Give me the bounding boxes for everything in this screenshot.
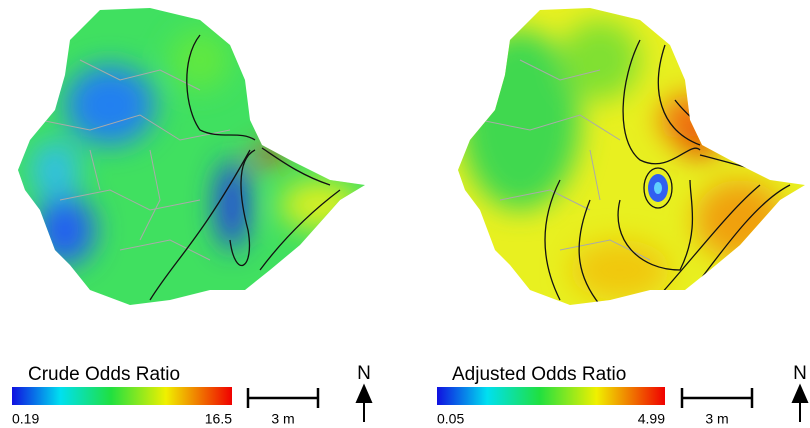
north-arrow (791, 383, 809, 422)
map-shape (544, 39, 805, 305)
map-shape (643, 167, 673, 209)
map-shape (216, 160, 248, 250)
legend-min: 0.19 (12, 411, 39, 427)
north-arrow (355, 383, 373, 422)
map-shape (35, 195, 95, 265)
map-shape (39, 59, 231, 261)
map-shape (261, 147, 331, 186)
map-shape (654, 182, 662, 194)
adjusted-map (458, 8, 805, 305)
map-shape (622, 39, 701, 165)
map-shape (570, 240, 670, 300)
legend-max: 4.99 (638, 411, 665, 427)
map-shape (479, 59, 651, 261)
map-shape (39, 59, 231, 261)
scale-label: 3 m (705, 411, 728, 427)
map-shape (149, 34, 341, 301)
map-shape (149, 149, 251, 301)
map-shape (544, 179, 561, 301)
map-shape (252, 147, 288, 163)
map-shape (699, 184, 791, 281)
map-shape (479, 59, 651, 261)
legend-title: Adjusted Odds Ratio (452, 364, 626, 385)
scale-label: 3 m (271, 411, 294, 427)
map-shape (560, 20, 640, 100)
scale-bar (246, 388, 320, 408)
map-shape (259, 189, 341, 271)
crude-map (18, 8, 365, 305)
map-shape (229, 149, 256, 267)
legend-max: 16.5 (205, 411, 232, 427)
map-shape (30, 140, 80, 200)
legend-title: Crude Odds Ratio (28, 364, 180, 385)
map-shape (280, 180, 360, 230)
legend-min: 0.05 (437, 411, 464, 427)
map-shape (65, 65, 155, 145)
map-shape (617, 179, 694, 271)
color-ramp (12, 387, 232, 405)
map-shape (659, 184, 761, 296)
map-shape (186, 34, 256, 141)
map-shape (695, 180, 785, 260)
map-shape (657, 44, 701, 146)
map-shape (578, 199, 601, 305)
color-ramp (437, 387, 665, 405)
scale-bar (680, 388, 754, 408)
map-shape (170, 30, 230, 90)
north-label: N (357, 363, 371, 384)
north-label: N (793, 363, 807, 384)
